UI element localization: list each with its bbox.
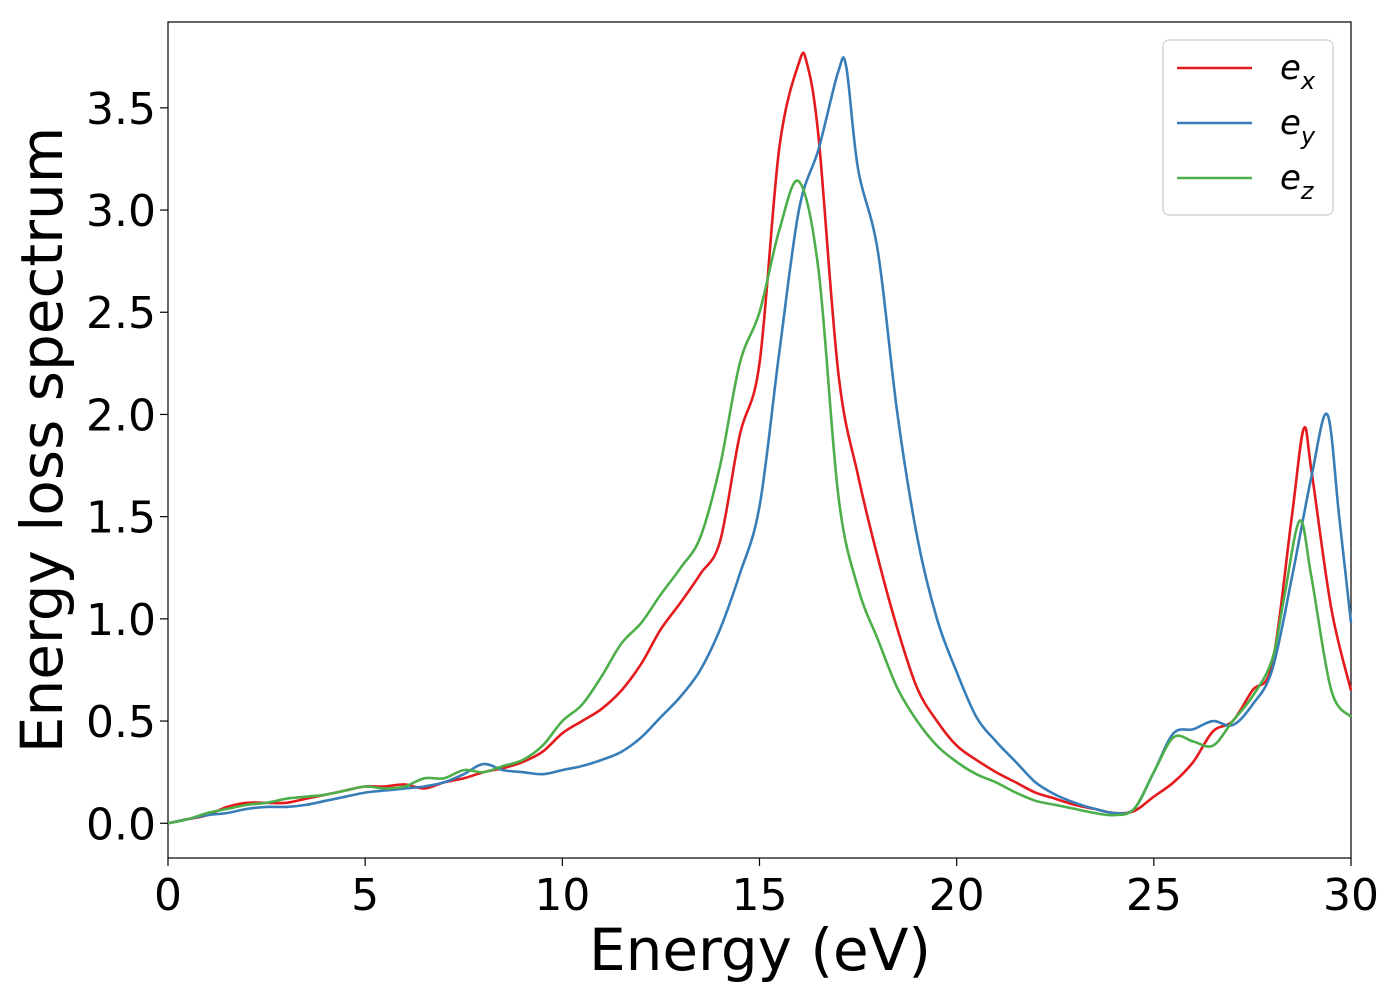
y-axis-title: Energy loss spectrum [8,127,76,753]
y-tick-label: 0.5 [86,697,156,748]
series-line-y [167,56,1353,825]
x-tick-label: 10 [534,870,590,921]
legend-label-x: ex [1280,48,1316,95]
x-tick-label: 20 [929,870,985,921]
x-axis: 0 5 10 15 20 25 30 [154,858,1379,921]
y-tick-label: 2.0 [86,390,156,441]
y-tick-label: 3.0 [86,186,156,237]
y-tick-label: 0.0 [86,799,156,850]
y-tick-label: 1.5 [86,493,156,544]
series-line-z [167,179,1353,825]
legend-frame [1162,39,1334,216]
x-tick-label: 30 [1323,870,1379,921]
y-tick-label: 2.5 [86,288,156,339]
series-line-x [167,51,1353,825]
legend-label-y: ey [1280,103,1316,150]
x-tick-label: 0 [154,870,182,921]
x-tick-label: 5 [351,870,379,921]
series-layer [167,51,1353,825]
x-tick-label: 25 [1126,870,1182,921]
x-axis-title: Energy (eV) [589,916,931,984]
y-tick-label: 3.5 [86,84,156,135]
x-tick-label: 15 [732,870,788,921]
legend: ex ey ez [1162,39,1334,216]
y-tick-label: 1.0 [86,595,156,646]
legend-label-z: ez [1280,158,1315,205]
y-axis: 0.0 0.5 1.0 1.5 2.0 2.5 3.0 3.5 [86,84,168,850]
